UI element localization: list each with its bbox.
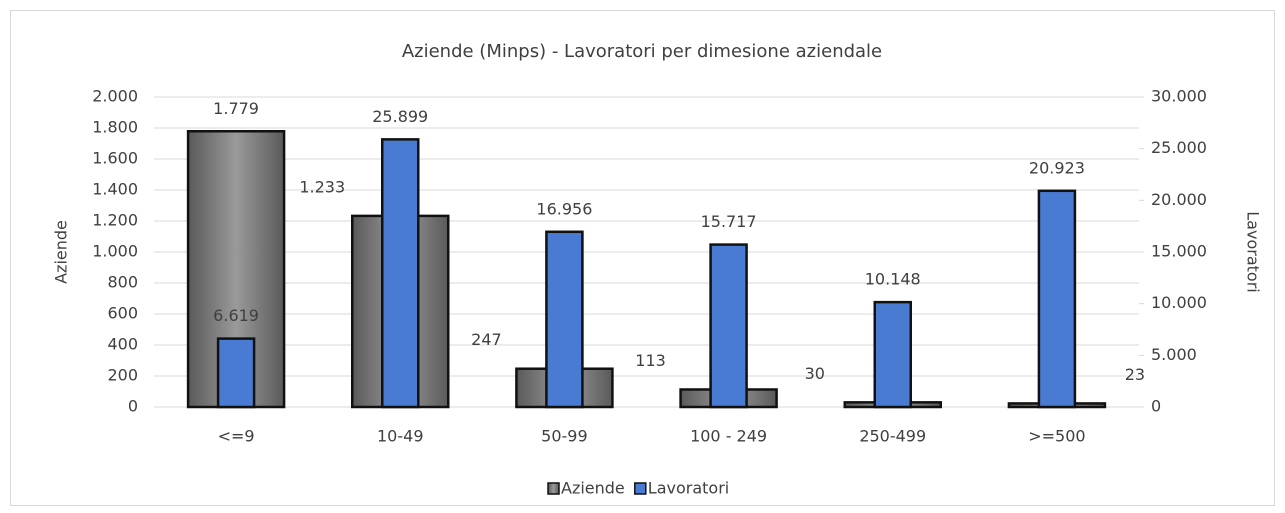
- legend-swatch: [634, 482, 647, 495]
- legend-swatch: [547, 482, 560, 495]
- y2-axis-title: Lavoratori: [1244, 211, 1263, 292]
- data-label: 23: [1125, 365, 1145, 384]
- data-label: 1.233: [299, 177, 345, 196]
- y2-tick-label: 10.000: [1151, 293, 1207, 312]
- y2-tick-label: 15.000: [1151, 242, 1207, 261]
- y-tick-label: 1.600: [92, 149, 138, 168]
- y-tick-label: 1.800: [92, 118, 138, 137]
- y-tick-label: 800: [107, 273, 138, 292]
- data-label: 15.717: [701, 212, 757, 231]
- y2-tick-label: 30.000: [1151, 87, 1207, 106]
- y-tick-label: 200: [107, 366, 138, 385]
- bar-lavoratori: [381, 138, 420, 409]
- data-label: 113: [635, 351, 666, 370]
- data-label: 30: [805, 364, 825, 383]
- y2-tick-label: 25.000: [1151, 138, 1207, 157]
- data-label: 6.619: [213, 306, 259, 325]
- y2-tick-label: 5.000: [1151, 345, 1197, 364]
- x-tick-label: 10-49: [377, 427, 424, 446]
- x-tick-label: <=9: [218, 427, 255, 446]
- data-label: 1.779: [213, 99, 259, 118]
- y-tick-label: 0: [128, 397, 138, 416]
- x-tick-label: 250-499: [859, 427, 926, 446]
- legend-label: Aziende: [561, 479, 625, 498]
- bar-lavoratori: [1037, 189, 1077, 409]
- bar-lavoratori: [873, 300, 912, 409]
- data-label: 247: [471, 330, 502, 349]
- bar-lavoratori: [216, 337, 256, 409]
- bar-lavoratori: [545, 230, 584, 409]
- y-tick-label: 400: [107, 335, 138, 354]
- chart-title: Aziende (Minps) - Lavoratori per dimesio…: [402, 41, 882, 62]
- data-label: 25.899: [372, 107, 428, 126]
- y-tick-label: 2.000: [92, 87, 138, 106]
- y-tick-label: 1.400: [92, 180, 138, 199]
- data-label: 20.923: [1029, 158, 1085, 177]
- legend-label: Lavoratori: [648, 479, 729, 498]
- y-tick-label: 1.200: [92, 211, 138, 230]
- x-tick-label: >=500: [1028, 427, 1085, 446]
- x-tick-label: 100 - 249: [690, 427, 767, 446]
- x-tick-label: 50-99: [541, 427, 588, 446]
- data-label: 16.956: [536, 199, 592, 218]
- data-label: 10.148: [865, 270, 921, 289]
- y-tick-label: 1.000: [92, 242, 138, 261]
- y2-tick-label: 0: [1151, 397, 1161, 416]
- y-tick-label: 600: [107, 304, 138, 323]
- y2-tick-label: 20.000: [1151, 190, 1207, 209]
- y-axis-title: Aziende: [52, 220, 71, 284]
- bar-lavoratori: [709, 243, 748, 409]
